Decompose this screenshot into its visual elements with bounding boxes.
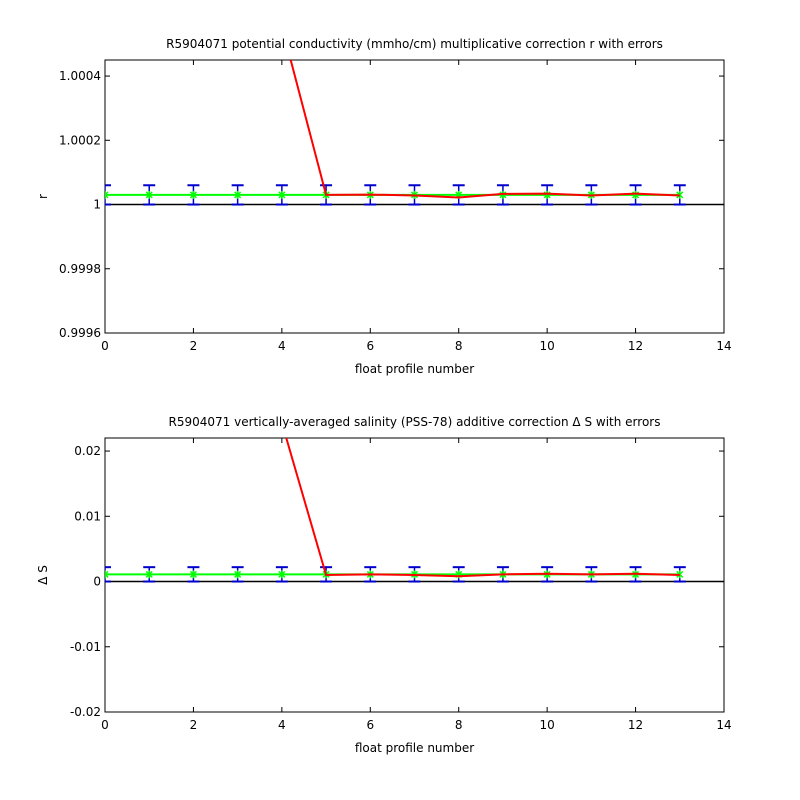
y-tick-label: -0.02 [70, 705, 101, 719]
series-line [289, 60, 680, 199]
y-tick-label: -0.01 [70, 640, 101, 654]
data-point [234, 190, 242, 199]
y-tick-label: 0.9998 [59, 262, 101, 276]
x-tick-label: 14 [716, 718, 731, 732]
x-tick-label: 14 [716, 339, 731, 353]
chart-1: R5904071 potential conductivity (mmho/cm… [36, 37, 732, 376]
y-tick-label: 0 [93, 575, 101, 589]
x-tick-label: 8 [455, 718, 463, 732]
x-tick-label: 6 [366, 339, 374, 353]
x-tick-label: 10 [540, 718, 555, 732]
chart-title: R5904071 potential conductivity (mmho/cm… [166, 37, 663, 51]
y-tick-label: 1.0004 [59, 69, 101, 83]
x-tick-label: 8 [455, 339, 463, 353]
data-point [145, 570, 153, 579]
y-tick-label: 0.9996 [59, 326, 101, 340]
x-tick-label: 6 [366, 718, 374, 732]
x-tick-label: 12 [628, 339, 643, 353]
y-tick-label: 0.02 [74, 444, 101, 458]
chart-2: R5904071 vertically-averaged salinity (P… [36, 415, 732, 755]
data-point [105, 190, 109, 199]
y-axis-label: Δ S [36, 565, 50, 585]
y-axis-label: r [36, 194, 50, 199]
data-point [189, 570, 197, 579]
y-tick-label: 0.01 [74, 509, 101, 523]
data-point [189, 190, 197, 199]
series-line [285, 438, 680, 578]
data-point [145, 190, 153, 199]
x-tick-label: 0 [101, 339, 109, 353]
data-point [278, 190, 286, 199]
data-point [105, 570, 109, 579]
x-tick-label: 2 [190, 339, 198, 353]
data-point [278, 570, 286, 579]
x-tick-label: 4 [278, 339, 286, 353]
y-tick-label: 1.0002 [59, 133, 101, 147]
x-tick-label: 12 [628, 718, 643, 732]
x-tick-label: 2 [190, 718, 198, 732]
plot-area [105, 60, 724, 206]
x-tick-label: 4 [278, 718, 286, 732]
y-tick-label: 1 [93, 198, 101, 212]
data-point [234, 570, 242, 579]
plot-area [105, 438, 724, 583]
x-axis-label: float profile number [355, 362, 474, 376]
x-tick-label: 0 [101, 718, 109, 732]
chart-title: R5904071 vertically-averaged salinity (P… [169, 415, 661, 429]
x-tick-label: 10 [540, 339, 555, 353]
x-axis-label: float profile number [355, 741, 474, 755]
